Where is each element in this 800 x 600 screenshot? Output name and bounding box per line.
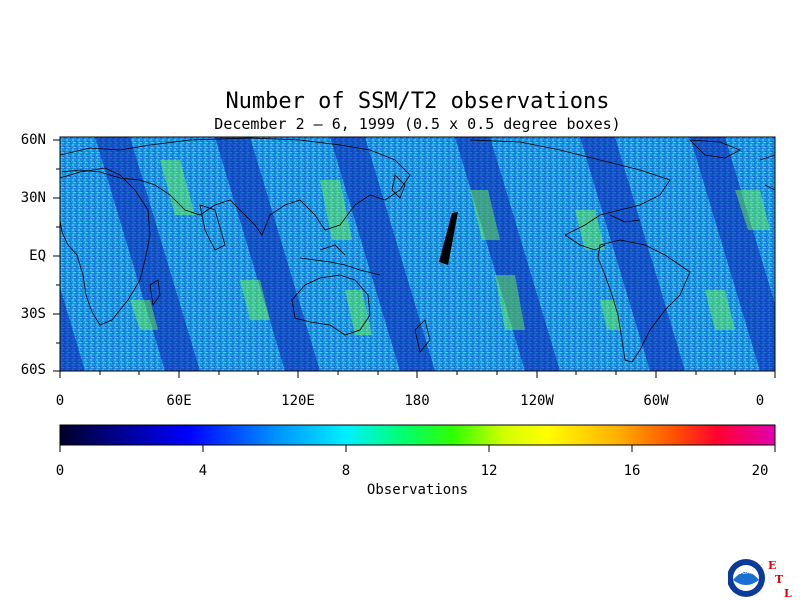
x-tick-label: 0 [55, 393, 65, 409]
colorbar-tick-label: 20 [751, 463, 769, 479]
colorbar-title: Observations [366, 482, 469, 498]
noaa-etl-logo: NOAA E T L [728, 559, 792, 600]
heatmap-field [60, 137, 775, 371]
colorbar [59, 424, 776, 446]
coastlines [59, 137, 776, 363]
y-tick-label: EQ [29, 248, 46, 264]
x-tick-label: 120E [281, 393, 315, 409]
y-tick-label: 30S [20, 306, 46, 322]
x-ticks [59, 371, 776, 378]
x-tick-label: 60E [166, 393, 192, 409]
y-tick-label: 60N [20, 132, 46, 148]
svg-text:NOAA: NOAA [737, 569, 755, 576]
x-tick-label: 0 [755, 393, 765, 409]
colorbar-tick-label: 8 [341, 463, 351, 479]
y-ticks [53, 139, 60, 372]
svg-text:E: E [768, 559, 776, 572]
data-gap-region [439, 212, 458, 265]
x-tick-label: 60W [643, 393, 669, 409]
colorbar-ticks [59, 445, 776, 452]
x-tick-label: 180 [404, 393, 430, 409]
colorbar-tick-label: 4 [198, 463, 208, 479]
page-subtitle: December 2 – 6, 1999 (0.5 x 0.5 degree b… [214, 115, 621, 133]
y-tick-label: 30N [20, 190, 46, 206]
svg-text:T: T [775, 573, 784, 586]
colorbar-tick-label: 16 [623, 463, 641, 479]
colorbar-tick-label: 12 [480, 463, 498, 479]
x-tick-label: 120W [520, 393, 554, 409]
svg-text:L: L [784, 587, 792, 600]
y-tick-label: 60S [20, 362, 46, 378]
colorbar-tick-label: 0 [55, 463, 65, 479]
page-title: Number of SSM/T2 observations [225, 89, 610, 114]
